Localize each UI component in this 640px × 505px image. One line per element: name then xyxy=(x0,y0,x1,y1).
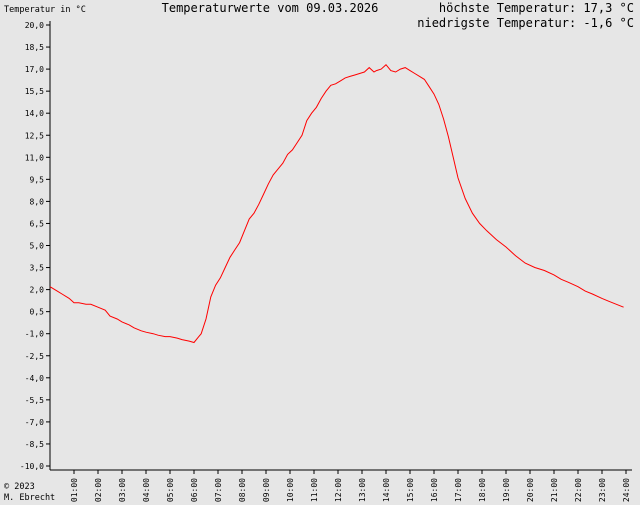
x-tick-label: 24:00 xyxy=(622,478,631,502)
x-tick-label: 21:00 xyxy=(550,478,559,502)
x-tick-label: 12:00 xyxy=(334,478,343,502)
temperature-series-line xyxy=(49,63,624,344)
x-tick-label: 08:00 xyxy=(238,478,247,502)
y-tick-label: 11,0 xyxy=(25,153,44,162)
y-tick-label: 6,5 xyxy=(30,219,45,228)
y-tick-label: 17,0 xyxy=(25,65,44,74)
axes-group: 20,0 18,5 17,0 15,5 14,0 12,5 11,0 9,5 8,0 6,5 5,0… xyxy=(20,21,632,502)
plot-group xyxy=(49,63,624,344)
y-tick-label: 15,5 xyxy=(25,87,44,96)
x-tick-label: 16:00 xyxy=(430,478,439,502)
y-tick-label: 8,0 xyxy=(30,197,45,206)
y-tick-label: 20,0 xyxy=(25,21,44,30)
x-tick-label: 13:00 xyxy=(358,478,367,502)
y-tick-label: -10,0 xyxy=(20,462,44,471)
x-tick-label: 17:00 xyxy=(454,478,463,502)
x-tick-label: 09:00 xyxy=(262,478,271,502)
x-tick-label: 11:00 xyxy=(310,478,319,502)
y-tick-label: -5,5 xyxy=(25,396,44,405)
x-tick-label: 03:00 xyxy=(118,478,127,502)
y-axis-label: Temperatur in °C xyxy=(4,5,86,15)
max-temperature-label: höchste Temperatur: 17,3 °C xyxy=(439,1,634,15)
x-tick-label: 06:00 xyxy=(190,478,199,502)
y-tick-label: 9,5 xyxy=(30,175,45,184)
y-tick-label: 18,5 xyxy=(25,43,44,52)
y-tick-label: -2,5 xyxy=(25,352,44,361)
y-tick-label: -8,5 xyxy=(25,440,44,449)
x-tick-label: 01:00 xyxy=(70,478,79,502)
x-tick-label: 05:00 xyxy=(166,478,175,502)
y-tick-label: -1,0 xyxy=(25,330,44,339)
x-tick-label: 18:00 xyxy=(478,478,487,502)
x-tick-label: 04:00 xyxy=(142,478,151,502)
y-tick-label: 0,5 xyxy=(30,308,45,317)
x-tick-label: 20:00 xyxy=(526,478,535,502)
x-tick-label: 19:00 xyxy=(502,478,511,502)
chart-title: Temperaturwerte vom 09.03.2026 xyxy=(162,1,379,15)
min-temperature-label: niedrigste Temperatur: -1,6 °C xyxy=(417,16,634,30)
y-tick-label: -4,0 xyxy=(25,374,44,383)
y-tick-label: 12,5 xyxy=(25,131,44,140)
y-tick-label: 2,0 xyxy=(30,286,45,295)
x-tick-label: 07:00 xyxy=(214,478,223,502)
y-tick-label: 3,5 xyxy=(30,264,45,273)
x-tick-label: 22:00 xyxy=(574,478,583,502)
copyright-label: © 2023 xyxy=(4,482,35,492)
x-tick-label: 15:00 xyxy=(406,478,415,502)
y-tick-label: 14,0 xyxy=(25,109,44,118)
x-tick-label: 14:00 xyxy=(382,478,391,502)
y-tick-label: -7,0 xyxy=(25,418,44,427)
x-tick-label: 10:00 xyxy=(286,478,295,502)
author-label: M. Ebrecht xyxy=(4,493,55,503)
x-tick-label: 23:00 xyxy=(598,478,607,502)
y-tick-label: 5,0 xyxy=(30,242,45,251)
x-tick-label: 02:00 xyxy=(94,478,103,502)
